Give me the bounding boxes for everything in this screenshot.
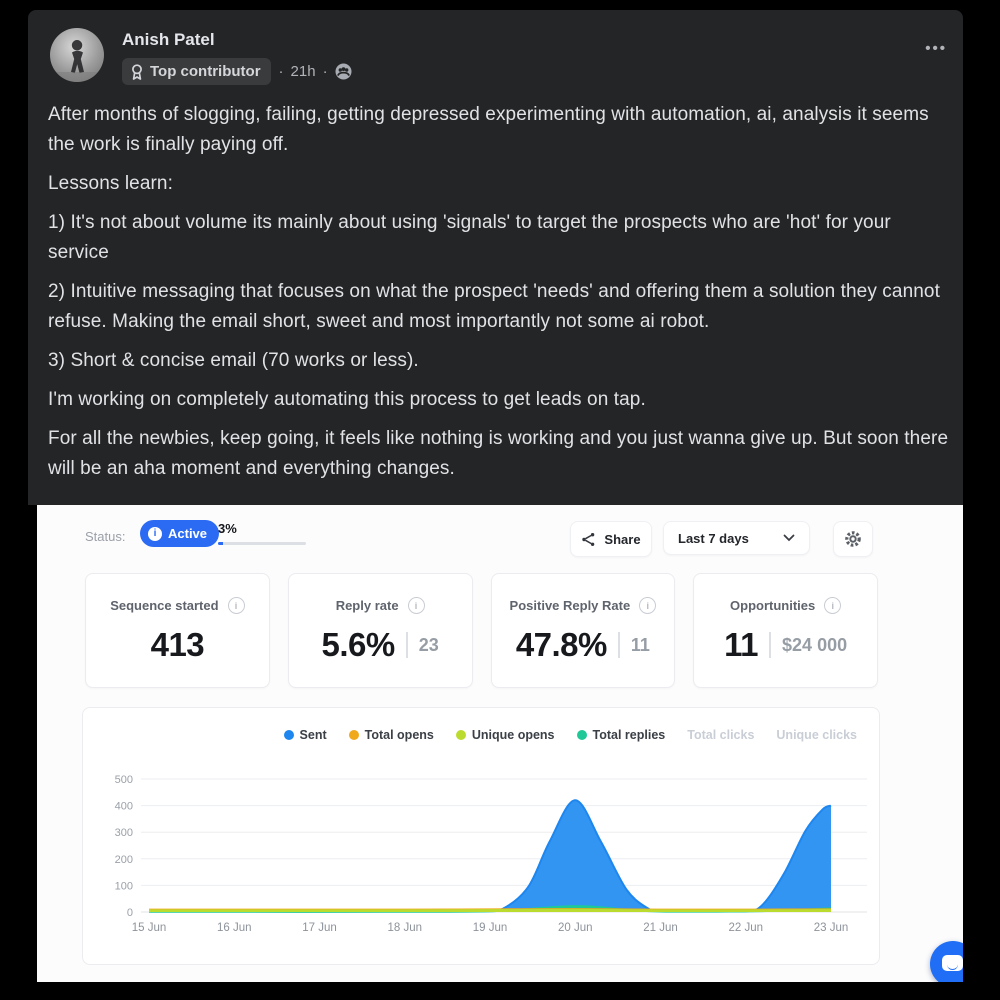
person-silhouette-icon [50, 40, 104, 82]
progress-percent-label: 3% [218, 521, 237, 536]
info-icon: i [148, 526, 162, 541]
area-chart[interactable]: 0 100 200 300 400 500 15 Jun 16 Jun 17 Jun 18 Jun… [91, 771, 871, 943]
legend-item[interactable]: Sent [283, 728, 327, 742]
legend-label: Sent [299, 728, 327, 742]
stat-separator [405, 632, 408, 658]
stat-card: Positive Reply Rate i 47.8% 11 [490, 573, 676, 688]
legend-item[interactable]: Total clicks [687, 728, 754, 742]
svg-text:20 Jun: 20 Jun [558, 922, 593, 934]
info-icon[interactable]: i [824, 597, 842, 614]
post-menu-button[interactable]: ••• [925, 40, 947, 57]
progress-bar [218, 542, 306, 545]
chart-legend: Sent Total opens Unique opens Total replies… [283, 728, 857, 742]
legend-label: Total opens [364, 728, 434, 742]
svg-text:23 Jun: 23 Jun [814, 922, 849, 934]
share-button[interactable]: Share [570, 521, 652, 557]
legend-item[interactable]: Total replies [576, 728, 666, 742]
svg-text:100: 100 [115, 880, 133, 892]
status-label: Status: [85, 529, 126, 544]
top-contributor-label: Top contributor [150, 63, 261, 80]
post-paragraph: After months of slogging, failing, getti… [48, 104, 929, 155]
post-paragraph: 1) It's not about volume its mainly abou… [48, 212, 891, 263]
svg-text:400: 400 [115, 801, 133, 813]
legend-item[interactable]: Unique opens [455, 728, 555, 742]
post-paragraph: I'm working on completely automating thi… [48, 389, 646, 410]
stat-card-value: 5.6% [321, 626, 396, 663]
info-icon[interactable]: i [407, 597, 425, 614]
stat-card-title: Reply rate [335, 598, 399, 613]
timestamp-row: · 21h · [279, 63, 352, 80]
stat-card-value: 413 [150, 626, 205, 663]
date-range-dropdown[interactable]: Last 7 days [663, 521, 810, 555]
legend-label: Unique clicks [776, 728, 857, 742]
chat-widget-button[interactable] [930, 941, 963, 982]
post-meta-row: Top contributor · 21h · [122, 58, 352, 85]
legend-dot-icon [283, 730, 294, 740]
status-active-pill[interactable]: i Active [140, 520, 220, 547]
stat-cards-row: Sequence started i 413 Reply rate i 5.6% 23 Pos… [85, 573, 878, 688]
stat-card-title: Sequence started [110, 598, 219, 613]
date-range-value: Last 7 days [678, 530, 749, 546]
legend-label: Unique opens [471, 728, 555, 742]
stat-separator [617, 632, 620, 658]
stat-card-secondary: $24 000 [782, 634, 848, 655]
top-contributor-badge: Top contributor [122, 58, 271, 85]
info-icon[interactable]: i [227, 597, 245, 614]
avatar[interactable] [50, 28, 104, 82]
stat-card-secondary: 23 [418, 634, 439, 655]
legend-item[interactable]: Total opens [348, 728, 434, 742]
post-card: Anish Patel Top contributor · 21h · ••• … [28, 10, 963, 505]
legend-item[interactable]: Unique clicks [776, 728, 857, 742]
svg-text:15 Jun: 15 Jun [132, 922, 167, 934]
chat-bubble-icon [942, 955, 963, 971]
svg-text:19 Jun: 19 Jun [473, 922, 508, 934]
svg-text:16 Jun: 16 Jun [217, 922, 252, 934]
legend-dot-icon [455, 730, 466, 740]
legend-dot-icon [348, 730, 359, 740]
progress-bar-fill [218, 542, 223, 545]
svg-text:200: 200 [115, 854, 133, 866]
svg-text:17 Jun: 17 Jun [302, 922, 337, 934]
stat-card: Sequence started i 413 [85, 573, 270, 688]
svg-text:21 Jun: 21 Jun [643, 922, 678, 934]
stat-card-title: Positive Reply Rate [509, 598, 631, 613]
share-icon [582, 532, 595, 546]
gear-icon [845, 531, 861, 547]
stat-card-value: 11 [724, 626, 759, 663]
svg-text:0: 0 [127, 907, 133, 919]
settings-button[interactable] [833, 521, 873, 557]
stat-card-value: 47.8% [515, 626, 608, 663]
dashboard-screenshot: Status: i Active 3% Share Last 7 days Se… [37, 505, 963, 982]
svg-text:300: 300 [115, 827, 133, 839]
svg-text:18 Jun: 18 Jun [387, 922, 422, 934]
meta-separator: · [322, 63, 328, 80]
post-paragraphs: After months of slogging, failing, getti… [48, 100, 956, 493]
post-paragraph: For all the newbies, keep going, it feel… [48, 428, 949, 479]
stat-card-secondary: 11 [630, 634, 650, 655]
post-paragraph: 3) Short & concise email (70 works or le… [48, 350, 419, 371]
stat-card: Opportunities i 11 $24 000 [693, 573, 878, 688]
timestamp[interactable]: 21h [290, 63, 316, 80]
share-label: Share [604, 531, 641, 547]
svg-text:22 Jun: 22 Jun [728, 922, 763, 934]
status-value: Active [168, 526, 208, 541]
svg-text:500: 500 [115, 774, 133, 786]
meta-separator: · [278, 63, 284, 80]
legend-label: Total replies [592, 728, 666, 742]
chart-card: Sent Total opens Unique opens Total replies… [82, 707, 880, 965]
stat-card: Reply rate i 5.6% 23 [287, 573, 473, 688]
post-paragraph: 2) Intuitive messaging that focuses on w… [48, 281, 940, 332]
group-privacy-icon [335, 63, 352, 80]
chevron-down-icon [783, 534, 795, 542]
author-name[interactable]: Anish Patel [122, 30, 215, 49]
stat-separator [769, 632, 772, 658]
stat-card-title: Opportunities [730, 598, 816, 613]
legend-label: Total clicks [687, 728, 755, 742]
legend-dot-icon [576, 730, 587, 740]
post-paragraph: Lessons learn: [48, 173, 173, 194]
medal-icon [132, 63, 142, 80]
info-icon[interactable]: i [639, 597, 657, 614]
